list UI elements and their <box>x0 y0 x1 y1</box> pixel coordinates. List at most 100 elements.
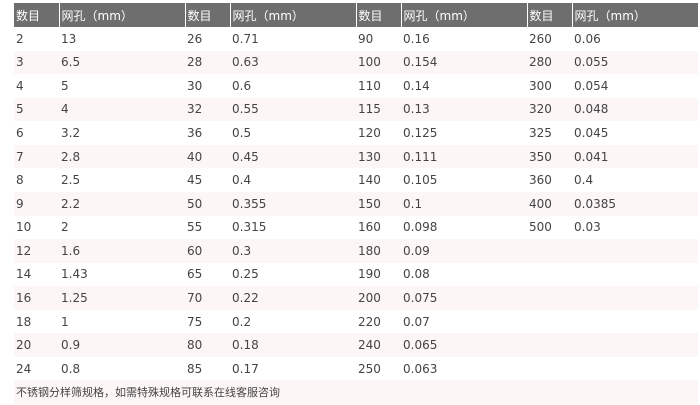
table-row: 4 5 30 0.6 110 0.14 300 0.054 <box>14 74 698 98</box>
mesh-count-cell <box>527 333 572 357</box>
mesh-mm-cell: 0.03 <box>574 220 601 235</box>
table-row: 14 1.43 65 0.25 190 0.08 <box>14 263 698 287</box>
mesh-count-cell: 75 <box>187 314 203 329</box>
footer-note: 不锈钢分样筛规格，如需特殊规格可联系在线客服咨询 <box>16 386 280 400</box>
mesh-count-cell: 65 <box>187 267 203 282</box>
mesh-mm-cell: 3.2 <box>61 126 81 141</box>
mesh-mm-cell: 0.22 <box>232 290 259 305</box>
mesh-count-cell: 240 <box>358 338 381 353</box>
mesh-count-cell: 45 <box>187 173 203 188</box>
mesh-count-cell: 4 <box>16 78 24 93</box>
table-row: 10 2 55 0.315 160 0.098 500 0.03 <box>14 216 698 240</box>
mesh-count-cell: 115 <box>358 102 381 117</box>
mesh-mm-cell <box>572 239 698 263</box>
mesh-count-cell: 190 <box>358 267 381 282</box>
mesh-mm-cell: 0.1 <box>403 196 423 211</box>
mesh-mm-cell: 1.43 <box>61 267 88 282</box>
mesh-count-cell: 150 <box>358 196 381 211</box>
header-mesh-count: 数目 <box>184 3 230 27</box>
mesh-count-cell: 280 <box>529 55 552 70</box>
mesh-mm-cell: 0.16 <box>403 31 430 46</box>
mesh-mm-cell: 0.048 <box>574 102 609 117</box>
table-row: 7 2.8 40 0.45 130 0.111 350 0.041 <box>14 144 698 169</box>
table-row: 20 0.9 80 0.18 240 0.065 <box>14 333 698 357</box>
mesh-mm-cell: 0.71 <box>232 31 259 46</box>
mesh-mm-cell: 5 <box>61 78 69 93</box>
header-mesh-mm: 网孔（mm） <box>400 3 527 27</box>
mesh-mm-cell: 1.6 <box>61 243 81 258</box>
mesh-mm-cell: 0.041 <box>574 149 609 164</box>
mesh-mm-cell: 0.098 <box>403 220 438 235</box>
mesh-count-cell <box>527 286 572 310</box>
mesh-mm-cell: 0.08 <box>403 267 430 282</box>
mesh-mm-cell <box>572 263 698 287</box>
mesh-count-cell: 160 <box>358 220 381 235</box>
mesh-count-cell <box>527 239 572 263</box>
mesh-mm-cell: 2 <box>61 220 69 235</box>
mesh-count-cell <box>527 310 572 334</box>
mesh-mm-cell: 0.063 <box>403 361 438 376</box>
mesh-count-cell: 24 <box>16 361 32 376</box>
mesh-count-cell: 26 <box>187 31 203 46</box>
mesh-mm-cell: 0.045 <box>574 126 609 141</box>
mesh-count-cell: 325 <box>529 126 552 141</box>
mesh-count-cell: 60 <box>187 243 203 258</box>
mesh-mm-cell: 0.17 <box>232 361 259 376</box>
table-row: 16 1.25 70 0.22 200 0.075 <box>14 286 698 310</box>
mesh-count-cell: 180 <box>358 243 381 258</box>
header-mesh-mm: 网孔（mm） <box>58 3 185 27</box>
mesh-mm-cell: 0.065 <box>403 338 438 353</box>
mesh-count-cell: 3 <box>16 55 24 70</box>
mesh-mm-cell <box>572 286 698 310</box>
mesh-mm-cell: 0.075 <box>403 290 438 305</box>
mesh-count-cell: 220 <box>358 314 381 329</box>
mesh-count-cell: 36 <box>187 126 203 141</box>
mesh-count-cell: 28 <box>187 55 203 70</box>
mesh-count-cell: 50 <box>187 196 203 211</box>
mesh-count-cell: 40 <box>187 149 203 164</box>
mesh-count-cell: 320 <box>529 102 552 117</box>
mesh-mm-cell: 0.125 <box>403 126 438 141</box>
table-row: 8 2.5 45 0.4 140 0.105 360 0.4 <box>14 168 698 192</box>
mesh-mm-cell: 2.2 <box>61 196 81 211</box>
mesh-mm-cell: 1.25 <box>61 290 88 305</box>
mesh-count-cell: 140 <box>358 173 381 188</box>
mesh-count-cell: 9 <box>16 196 24 211</box>
mesh-mm-cell: 2.5 <box>61 173 81 188</box>
mesh-mm-cell <box>572 333 698 357</box>
mesh-mm-cell: 0.09 <box>403 243 430 258</box>
mesh-mm-cell: 0.3 <box>232 243 252 258</box>
table-row: 24 0.8 85 0.17 250 0.063 <box>14 357 698 381</box>
mesh-count-cell <box>527 357 572 381</box>
mesh-mm-cell: 0.5 <box>232 126 252 141</box>
table-row: 9 2.2 50 0.355 150 0.1 400 0.0385 <box>14 191 698 216</box>
mesh-mm-cell: 0.2 <box>232 314 252 329</box>
table-row: 2 13 26 0.71 90 0.16 260 0.06 <box>14 27 698 51</box>
header-mesh-mm: 网孔（mm） <box>571 3 698 27</box>
mesh-mm-cell: 0.054 <box>574 78 609 93</box>
mesh-count-cell: 500 <box>529 220 552 235</box>
mesh-mm-cell: 0.6 <box>232 78 252 93</box>
mesh-count-cell: 200 <box>358 290 381 305</box>
table-row: 6 3.2 36 0.5 120 0.125 325 0.045 <box>14 121 698 145</box>
mesh-mm-cell: 0.0385 <box>574 196 616 211</box>
mesh-mm-cell: 0.55 <box>232 102 259 117</box>
mesh-count-cell: 2 <box>16 31 24 46</box>
mesh-count-cell: 250 <box>358 361 381 376</box>
header-mesh-count: 数目 <box>14 3 59 27</box>
mesh-count-cell: 5 <box>16 102 24 117</box>
mesh-count-cell: 18 <box>16 314 32 329</box>
mesh-count-cell: 12 <box>16 243 32 258</box>
mesh-mm-cell: 0.13 <box>403 102 430 117</box>
mesh-mm-cell: 0.06 <box>574 31 601 46</box>
mesh-count-cell: 55 <box>187 220 203 235</box>
table-row: 12 1.6 60 0.3 180 0.09 <box>14 239 698 263</box>
mesh-count-cell <box>527 263 572 287</box>
mesh-mm-cell: 0.355 <box>232 196 267 211</box>
mesh-mm-cell: 0.4 <box>574 173 594 188</box>
mesh-mm-cell: 6.5 <box>61 55 81 70</box>
header-mesh-mm: 网孔（mm） <box>229 3 356 27</box>
mesh-mm-cell: 0.8 <box>61 361 81 376</box>
mesh-mm-cell: 4 <box>61 102 69 117</box>
mesh-mm-cell: 1 <box>61 314 69 329</box>
